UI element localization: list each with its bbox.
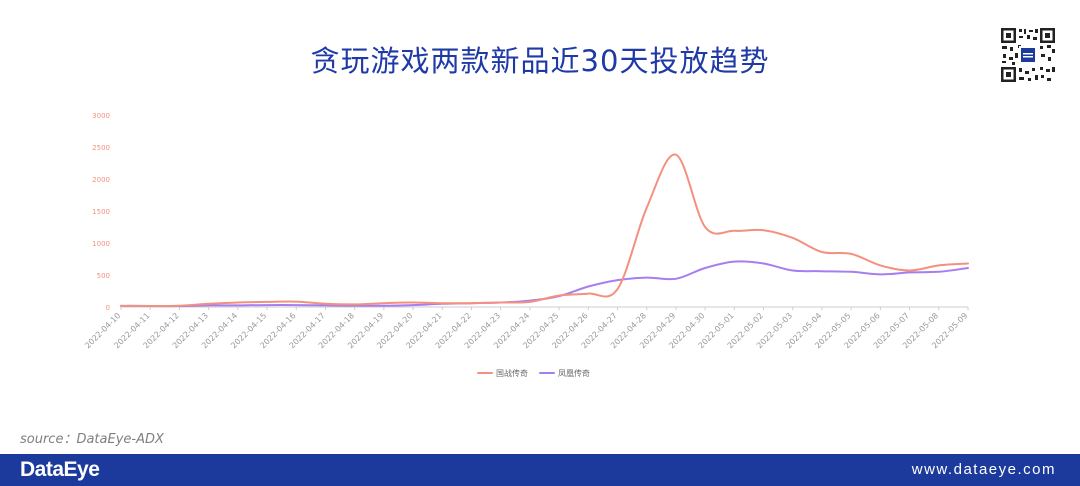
qr-code-icon [1000, 27, 1056, 83]
legend: 国战传奇 凤凰传奇 [477, 368, 590, 378]
y-tick-label: 2500 [92, 144, 110, 152]
y-tick-label: 0 [106, 304, 110, 312]
legend-label: 凤凰传奇 [558, 368, 590, 378]
y-axis: 0 500 1000 1500 2000 2500 3000 [92, 112, 110, 312]
legend-label: 国战传奇 [496, 368, 528, 378]
source-note: source：DataEye-ADX [20, 432, 164, 447]
chart-title: 贪玩游戏两款新品近30天投放趋势 [310, 44, 770, 78]
y-tick-label: 1500 [92, 208, 110, 216]
x-axis: 2022-04-102022-04-112022-04-122022-04-13… [83, 307, 969, 350]
y-tick-label: 500 [97, 272, 110, 280]
website-link[interactable]: www.dataeye.com [911, 461, 1056, 478]
y-tick-label: 1000 [92, 240, 110, 248]
y-tick-label: 3000 [92, 112, 110, 120]
series-line-1 [120, 153, 969, 308]
footer-bar: DataEye www.dataeye.com [0, 454, 1080, 486]
y-tick-label: 2000 [92, 176, 110, 184]
brand-logo: DataEye [20, 458, 100, 481]
series-layer [120, 153, 969, 308]
